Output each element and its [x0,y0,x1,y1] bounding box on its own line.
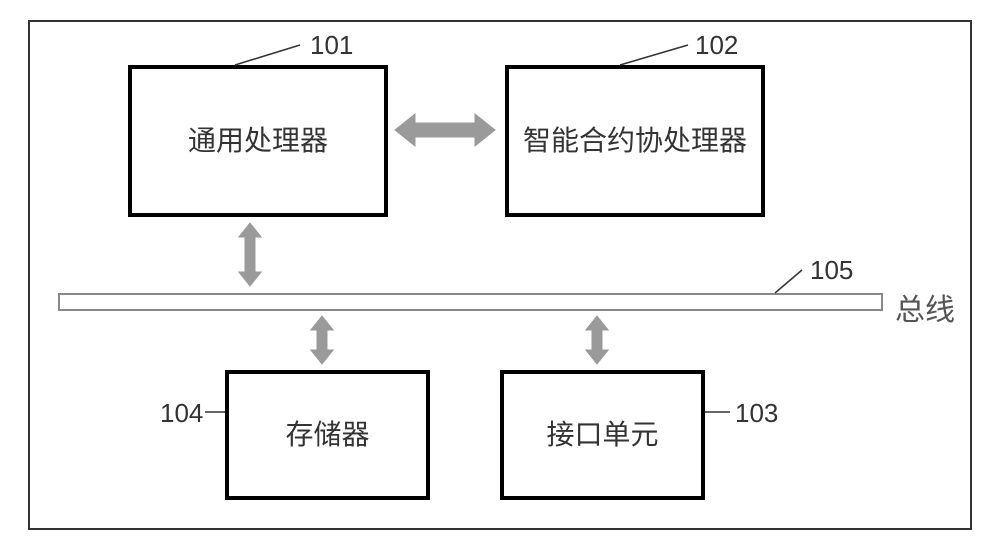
ref-label-103: 103 [735,398,778,429]
block-coprocessor: 智能合约协处理器 [505,65,765,217]
bus-label: 总线 [895,285,955,329]
block-coprocessor-label: 智能合约协处理器 [523,123,747,159]
bus-line [58,293,883,311]
ref-label-101: 101 [310,30,353,61]
block-interface: 接口单元 [500,370,705,500]
block-memory: 存储器 [225,370,430,500]
block-memory-label: 存储器 [285,417,369,453]
block-interface-label: 接口单元 [546,417,658,453]
ref-label-104: 104 [160,398,203,429]
ref-label-105: 105 [810,255,853,286]
ref-label-102: 102 [695,30,738,61]
block-cpu: 通用处理器 [128,65,388,217]
block-cpu-label: 通用处理器 [188,123,328,159]
